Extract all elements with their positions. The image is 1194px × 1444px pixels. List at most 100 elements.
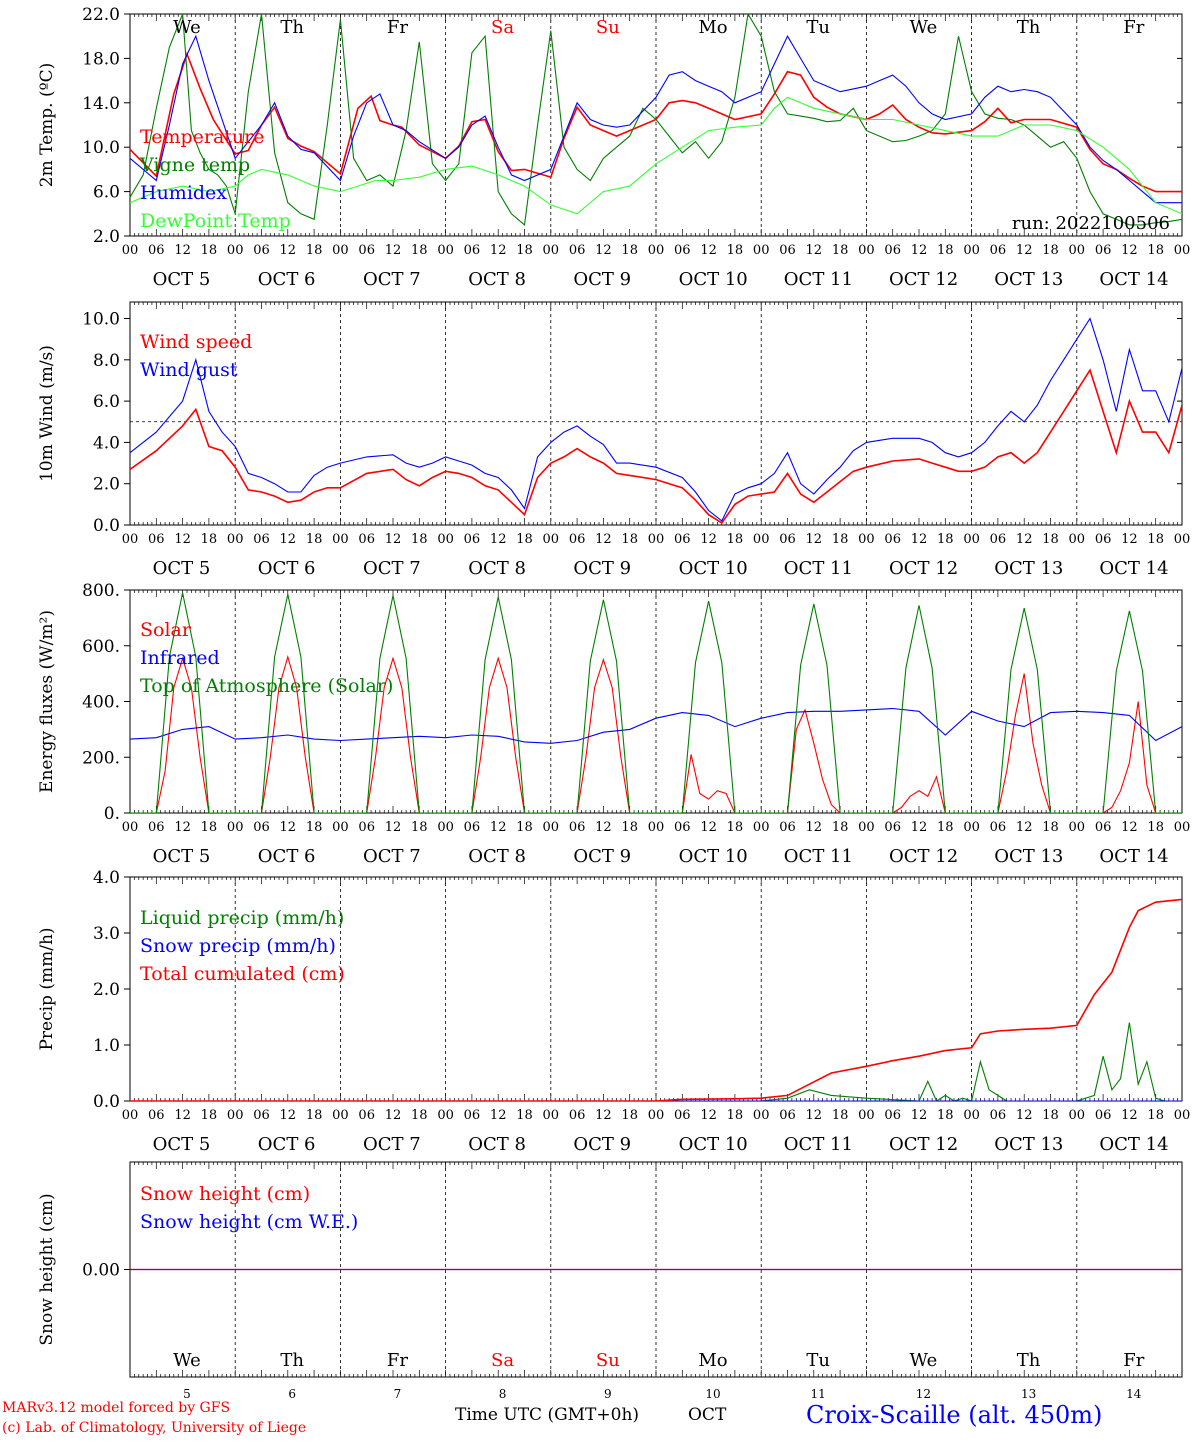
x-hour-label: 00 [332, 1108, 349, 1123]
series-line-vigne-temp [130, 14, 1182, 226]
x-hour-label: 06 [358, 820, 375, 835]
x-date-label: OCT 9 [573, 558, 631, 579]
legend-entry: Temperature [140, 126, 264, 148]
x-hour-label: 18 [1147, 243, 1164, 258]
x-hour-label: 12 [595, 820, 612, 835]
day-name-label: Sa [491, 1350, 514, 1371]
day-name-label: Fr [1123, 17, 1144, 38]
legend-entry: Snow precip (mm/h) [140, 935, 336, 957]
x-date-label: OCT 10 [679, 846, 748, 867]
x-hour-label: 06 [1095, 820, 1112, 835]
x-hour-label: 06 [464, 820, 481, 835]
x-hour-label: 00 [437, 532, 454, 547]
x-hour-label: 12 [280, 1108, 297, 1123]
y-tick-label: 22.0 [82, 5, 120, 25]
x-date-label: OCT 9 [573, 1134, 631, 1155]
panel-wind: 10.0 8.0 6.0 4.0 2.0 0.0 10m Wind (m/s) 00 06 12 1… [37, 301, 1191, 579]
x-hour-label: 18 [1042, 1108, 1059, 1123]
x-hour-label: 12 [280, 820, 297, 835]
x-hour-label: 00 [753, 820, 770, 835]
x-date-label: OCT 14 [1099, 1134, 1168, 1155]
x-hour-label: 18 [727, 532, 744, 547]
x-hour-label: 12 [280, 243, 297, 258]
x-date-label: OCT 12 [889, 846, 958, 867]
x-hour-label: 12 [806, 820, 823, 835]
x-hour-label: 00 [332, 820, 349, 835]
x-hour-label: 06 [148, 532, 165, 547]
x-hour-label: 00 [1069, 1108, 1086, 1123]
x-hour-label: 00 [648, 532, 665, 547]
x-date-label: OCT 7 [363, 846, 421, 867]
x-hour-label: 06 [358, 1108, 375, 1123]
series-line-top-of-atmosphere-solar- [130, 592, 1182, 813]
y-tick-label: 0. [104, 804, 120, 824]
x-hour-label: 00 [963, 243, 980, 258]
panel-precip: 4.0 3.0 2.0 1.0 0.0 Precip (mm/h) 00 06 12 18 OCT … [37, 868, 1190, 1155]
x-hour-label: 18 [411, 243, 428, 258]
x-hour-label: 18 [1147, 532, 1164, 547]
x-date-label: OCT 10 [679, 558, 748, 579]
x-hour-label: 06 [464, 1108, 481, 1123]
day-number-label: 12 [916, 1387, 931, 1401]
x-date-label: OCT 10 [679, 1134, 748, 1155]
x-hour-label: 12 [1016, 1108, 1033, 1123]
x-hour-label: 00 [858, 532, 875, 547]
x-hour-label: 18 [411, 1108, 428, 1123]
x-hour-label: 00 [437, 820, 454, 835]
day-name-label: Su [596, 17, 620, 38]
x-hour-label: 06 [253, 243, 270, 258]
x-hour-label: 12 [174, 1108, 191, 1123]
day-number-label: 7 [394, 1387, 402, 1401]
x-hour-label: 18 [201, 1108, 218, 1123]
y-tick-label: 6.0 [93, 392, 120, 412]
x-hour-label: 00 [1174, 532, 1191, 547]
x-hour-label: 18 [1042, 243, 1059, 258]
x-hour-label: 12 [911, 1108, 928, 1123]
day-number-label: 10 [705, 1387, 720, 1401]
x-hour-label: 06 [674, 532, 691, 547]
x-hour-label: 06 [358, 243, 375, 258]
x-hour-label: 12 [385, 820, 402, 835]
x-hour-label: 12 [700, 820, 717, 835]
y-tick-label: 200. [82, 748, 120, 768]
x-hour-label: 12 [1016, 532, 1033, 547]
credit-line-2: (c) Lab. of Climatology, University of L… [2, 1420, 307, 1436]
x-date-label: OCT 9 [573, 269, 631, 290]
x-hour-label: 06 [674, 820, 691, 835]
x-hour-label: 06 [253, 820, 270, 835]
x-date-label: OCT 5 [153, 1134, 211, 1155]
day-name-label: We [173, 1350, 201, 1371]
x-hour-label: 18 [832, 243, 849, 258]
x-hour-label: 12 [911, 243, 928, 258]
x-hour-label: 12 [1121, 820, 1138, 835]
x-hour-label: 06 [1095, 243, 1112, 258]
series-line-humidex [130, 34, 1182, 204]
x-date-label: OCT 7 [363, 269, 421, 290]
day-number-label: 11 [811, 1387, 826, 1401]
x-hour-label: 00 [1174, 820, 1191, 835]
x-date-label: OCT 11 [784, 1134, 853, 1155]
series-line-wind-gust [130, 317, 1182, 522]
x-date-label: OCT 12 [889, 558, 958, 579]
legend-entry: DewPoint Temp [140, 210, 291, 232]
series-line-infrared [130, 707, 1182, 744]
x-hour-label: 12 [174, 243, 191, 258]
x-hour-label: 00 [753, 1108, 770, 1123]
x-hour-label: 18 [727, 243, 744, 258]
x-hour-label: 12 [385, 1108, 402, 1123]
legend-entry: Infrared [140, 647, 220, 669]
x-hour-label: 00 [227, 1108, 244, 1123]
x-hour-label: 06 [779, 820, 796, 835]
time-axis-label: Time UTC (GMT+0h) [455, 1405, 640, 1425]
y-tick-label: 18.0 [82, 49, 120, 69]
day-number-label: 6 [288, 1387, 296, 1401]
x-hour-label: 18 [937, 1108, 954, 1123]
day-name-label: We [173, 17, 201, 38]
y-tick-label: 10.0 [82, 138, 120, 158]
series-line-total-cumulated-cm- [130, 898, 1182, 1101]
x-hour-label: 00 [543, 820, 560, 835]
x-hour-label: 12 [595, 1108, 612, 1123]
x-hour-label: 12 [911, 820, 928, 835]
x-hour-label: 18 [727, 1108, 744, 1123]
y-tick-label: 600. [82, 637, 120, 657]
